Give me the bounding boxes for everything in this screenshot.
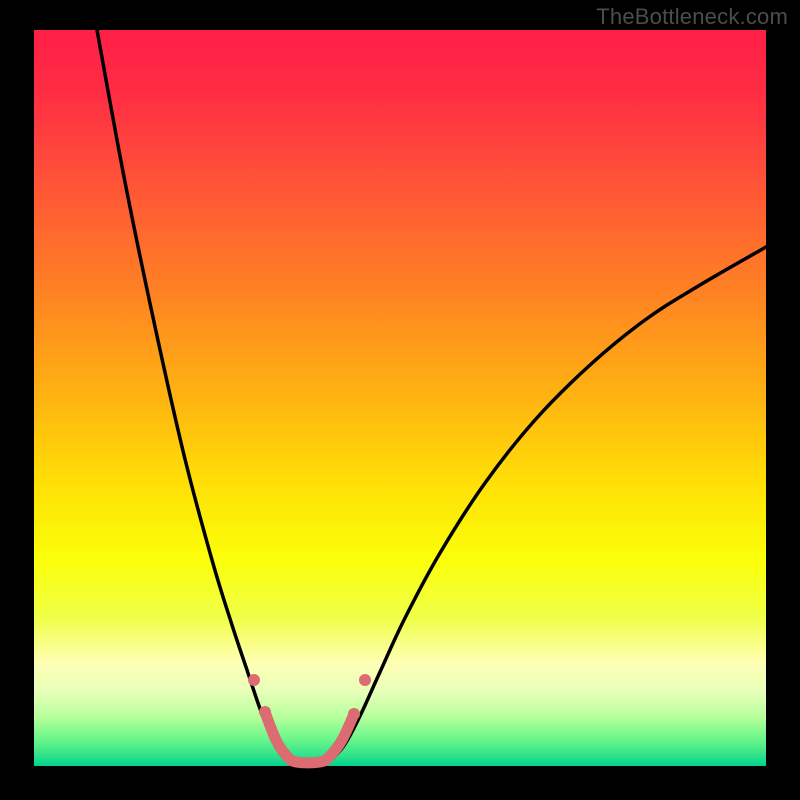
- accent-dot: [348, 708, 360, 720]
- accent-dot: [248, 674, 260, 686]
- accent-dot: [359, 674, 371, 686]
- plot-gradient: [34, 30, 766, 766]
- accent-dot: [259, 706, 271, 718]
- watermark-text: TheBottleneck.com: [596, 4, 788, 30]
- bottleneck-chart: [0, 0, 800, 800]
